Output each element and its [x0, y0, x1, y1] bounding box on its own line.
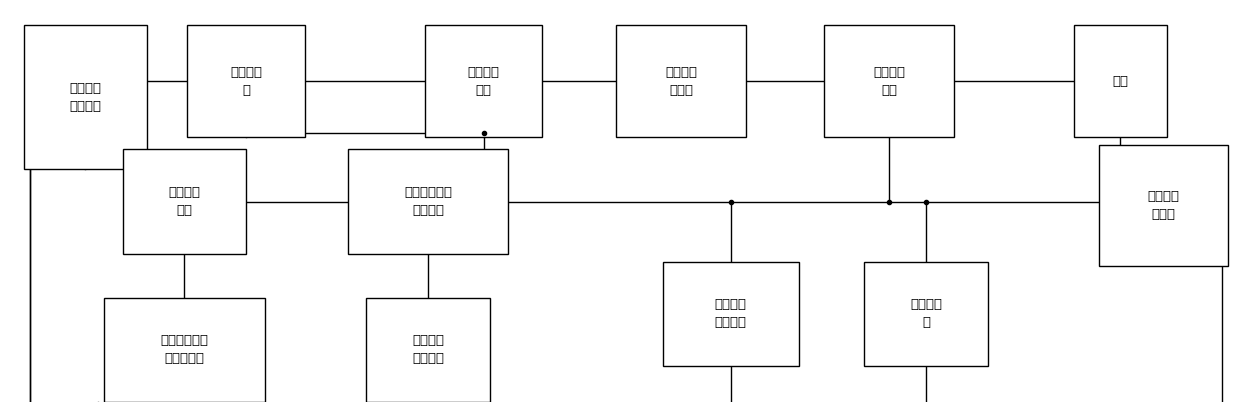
Text: 电压变换
处理器: 电压变换 处理器	[665, 66, 698, 97]
Text: 电流控制
器: 电流控制 器	[230, 66, 263, 97]
Bar	[865, 262, 987, 366]
Bar	[123, 150, 247, 253]
Bar	[824, 25, 954, 137]
Text: 运动信号融合
处理模块: 运动信号融合 处理模块	[404, 186, 452, 217]
Text: 派克变换
器: 派克变换 器	[911, 298, 942, 329]
Bar	[24, 25, 147, 170]
Bar	[1074, 25, 1167, 137]
Bar	[347, 150, 508, 253]
Text: 功率输出
电路: 功率输出 电路	[873, 66, 904, 97]
Text: 电机: 电机	[1113, 75, 1129, 88]
Text: 权值计算
模块: 权值计算 模块	[169, 186, 201, 217]
Text: 运动信号
分析模块: 运动信号 分析模块	[411, 334, 444, 365]
Bar	[617, 25, 746, 137]
Bar	[425, 25, 543, 137]
Bar	[663, 262, 799, 366]
Bar	[187, 25, 305, 137]
Text: 关节交互
力控制器: 关节交互 力控制器	[69, 82, 102, 113]
Bar	[1099, 145, 1228, 266]
Text: 转子位置
传感器: 转子位置 传感器	[1147, 190, 1180, 221]
Text: 派克逆变
换器: 派克逆变 换器	[467, 66, 499, 97]
Text: 关节交互力感
知计算模块: 关节交互力感 知计算模块	[160, 334, 208, 365]
Bar	[104, 297, 265, 402]
Bar	[366, 297, 489, 402]
Text: 转子运动
感知模块: 转子运动 感知模块	[715, 298, 747, 329]
